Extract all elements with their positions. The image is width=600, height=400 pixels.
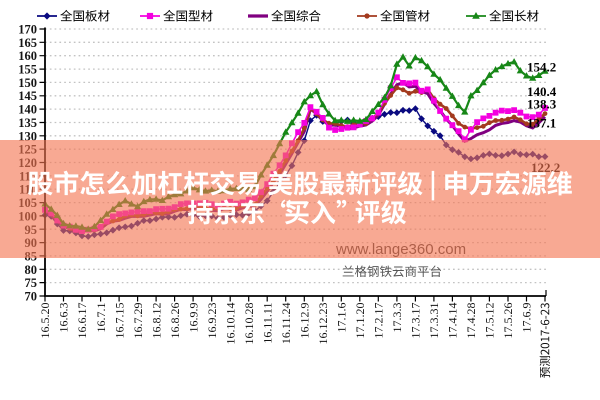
svg-text:16.6.3: 16.6.3	[57, 303, 71, 333]
svg-text:17.3.3: 17.3.3	[390, 303, 404, 333]
svg-text:17.6.9: 17.6.9	[520, 303, 534, 333]
svg-text:16.8.12: 16.8.12	[149, 303, 163, 339]
svg-text:17.3.31: 17.3.31	[427, 303, 441, 339]
svg-text:17.3.17: 17.3.17	[409, 303, 423, 339]
svg-text:17.5.12: 17.5.12	[483, 302, 497, 338]
svg-text:17.2.17: 17.2.17	[372, 303, 386, 339]
svg-text:145: 145	[18, 89, 37, 103]
svg-text:135: 135	[18, 116, 37, 130]
svg-text:16.10.14: 16.10.14	[223, 303, 237, 345]
svg-text:17.4.14: 17.4.14	[446, 303, 460, 339]
svg-text:138.3: 138.3	[527, 97, 557, 112]
svg-text:155: 155	[18, 63, 37, 77]
svg-text:16.9.23: 16.9.23	[205, 303, 219, 339]
svg-text:140.4: 140.4	[527, 84, 557, 99]
svg-text:80: 80	[25, 263, 38, 277]
svg-text:17.5.26: 17.5.26	[501, 303, 515, 339]
svg-text:16.12.23: 16.12.23	[316, 303, 330, 345]
svg-text:16.12.9: 16.12.9	[298, 303, 312, 339]
svg-text:150: 150	[18, 76, 37, 90]
svg-text:70: 70	[25, 290, 38, 304]
svg-text:75: 75	[25, 276, 38, 290]
svg-text:165: 165	[18, 36, 37, 50]
svg-text:16.7.1: 16.7.1	[94, 303, 108, 333]
svg-text:160: 160	[18, 49, 37, 63]
svg-text:140: 140	[18, 103, 37, 117]
svg-text:130: 130	[18, 129, 37, 143]
svg-text:17.4.28: 17.4.28	[464, 303, 478, 339]
svg-text:16.6.17: 16.6.17	[75, 303, 89, 339]
svg-text:16.7.15: 16.7.15	[112, 303, 126, 339]
svg-text:16.5.20: 16.5.20	[38, 303, 52, 339]
svg-text:16.10.28: 16.10.28	[242, 303, 256, 345]
svg-text:154.2: 154.2	[527, 60, 556, 75]
svg-text:16.11.11: 16.11.11	[260, 303, 274, 344]
svg-text:137.1: 137.1	[527, 116, 556, 131]
svg-text:16.11.24: 16.11.24	[279, 303, 293, 345]
svg-text:16.7.29: 16.7.29	[131, 303, 145, 339]
svg-text:16.8.26: 16.8.26	[168, 303, 182, 339]
svg-text:16.9.9: 16.9.9	[186, 303, 200, 333]
svg-text:17.1.6: 17.1.6	[335, 303, 349, 333]
svg-text:170: 170	[18, 23, 37, 37]
svg-text:17.1.20: 17.1.20	[353, 303, 367, 339]
